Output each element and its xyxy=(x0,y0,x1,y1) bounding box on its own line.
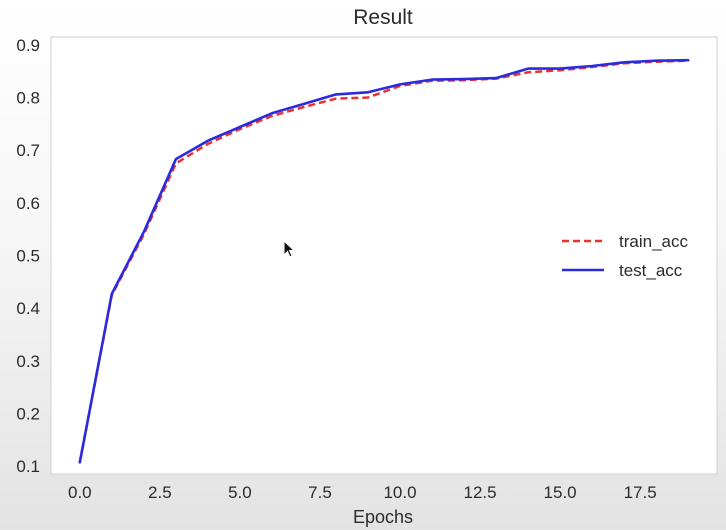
y-tick-label: 0.1 xyxy=(16,457,40,476)
x-tick-label: 5.0 xyxy=(228,483,252,502)
y-tick-label: 0.9 xyxy=(16,36,40,55)
series-group xyxy=(78,58,690,464)
x-axis-title: Epochs xyxy=(353,507,413,527)
y-axis: 0.1 0.2 0.3 0.4 0.5 0.6 0.7 0.8 0.9 xyxy=(16,36,40,476)
x-tick-label: 7.5 xyxy=(308,483,332,502)
y-tick-label: 0.3 xyxy=(16,352,40,371)
legend: train_acc test_acc xyxy=(562,232,688,280)
x-tick-label: 0.0 xyxy=(68,483,92,502)
x-tick-label: 12.5 xyxy=(464,483,497,502)
legend-label-test-acc: test_acc xyxy=(619,261,683,280)
series-line-test-acc xyxy=(78,58,690,464)
series-line-train-acc xyxy=(78,59,689,463)
x-axis: 0.0 2.5 5.0 7.5 10.0 12.5 15.0 17.5 xyxy=(68,483,657,502)
plot-area xyxy=(50,36,718,475)
legend-label-train-acc: train_acc xyxy=(619,232,688,251)
y-tick-label: 0.5 xyxy=(16,247,40,266)
mouse-pointer-icon xyxy=(283,240,296,258)
x-tick-label: 2.5 xyxy=(148,483,172,502)
y-tick-label: 0.4 xyxy=(16,299,40,318)
x-tick-label: 15.0 xyxy=(544,483,577,502)
x-tick-label: 17.5 xyxy=(624,483,657,502)
chart-title: Result xyxy=(353,6,413,29)
y-tick-label: 0.2 xyxy=(16,404,40,423)
x-tick-label: 10.0 xyxy=(383,483,416,502)
y-tick-label: 0.6 xyxy=(16,194,40,213)
y-tick-label: 0.8 xyxy=(16,89,40,108)
y-tick-label: 0.7 xyxy=(16,141,40,160)
